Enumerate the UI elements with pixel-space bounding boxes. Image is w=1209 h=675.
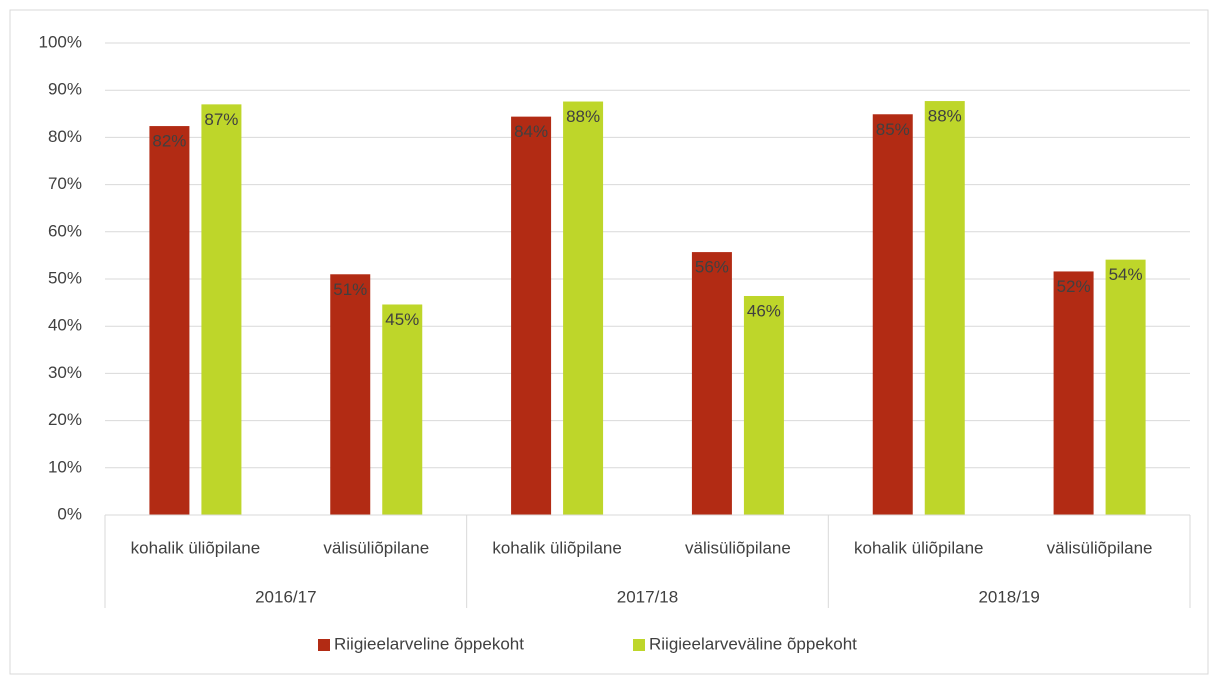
y-tick-label: 100% (39, 32, 82, 51)
y-tick-label: 0% (57, 504, 82, 523)
data-label: 45% (385, 310, 419, 329)
bar (1105, 259, 1146, 515)
x-tick-label: kohalik üliõpilane (492, 538, 621, 557)
data-label: 88% (928, 107, 962, 126)
y-tick-label: 80% (48, 127, 82, 146)
x-tick-label: välisüliõpilane (323, 538, 429, 557)
legend-label: Riigieelarveväline õppekoht (649, 634, 857, 653)
legend-label: Riigieelarveline õppekoht (334, 634, 524, 653)
bar (382, 304, 423, 515)
y-tick-label: 40% (48, 316, 82, 335)
data-label: 56% (695, 258, 729, 277)
x-tick-label: välisüliõpilane (685, 538, 791, 557)
y-tick-label: 70% (48, 174, 82, 193)
chart-frame (9, 9, 1209, 675)
data-label: 46% (747, 301, 781, 320)
data-label: 82% (152, 132, 186, 151)
bar (924, 101, 965, 515)
data-label: 51% (333, 280, 367, 299)
x-tick-label: kohalik üliõpilane (854, 538, 983, 557)
group-label: 2018/19 (978, 587, 1039, 606)
legend-swatch (633, 639, 645, 651)
data-label: 85% (876, 120, 910, 139)
legend-swatch (318, 639, 330, 651)
y-tick-label: 60% (48, 221, 82, 240)
y-tick-label: 30% (48, 363, 82, 382)
bar (743, 295, 784, 515)
x-tick-label: välisüliõpilane (1047, 538, 1153, 557)
group-label: 2017/18 (617, 587, 678, 606)
group-label: 2016/17 (255, 587, 316, 606)
x-tick-label: kohalik üliõpilane (131, 538, 260, 557)
data-label: 87% (204, 110, 238, 129)
data-label: 88% (566, 107, 600, 126)
y-tick-label: 10% (48, 457, 82, 476)
data-label: 52% (1057, 277, 1091, 296)
bar (691, 252, 732, 515)
bar (563, 101, 604, 515)
data-label: 84% (514, 122, 548, 141)
bar (149, 126, 190, 516)
y-tick-label: 50% (48, 268, 82, 287)
bar (330, 274, 371, 515)
bar (872, 114, 913, 515)
y-tick-label: 20% (48, 410, 82, 429)
bar (511, 116, 552, 516)
bar (1053, 271, 1094, 515)
y-tick-label: 90% (48, 80, 82, 99)
bar (201, 104, 242, 516)
data-label: 54% (1109, 265, 1143, 284)
